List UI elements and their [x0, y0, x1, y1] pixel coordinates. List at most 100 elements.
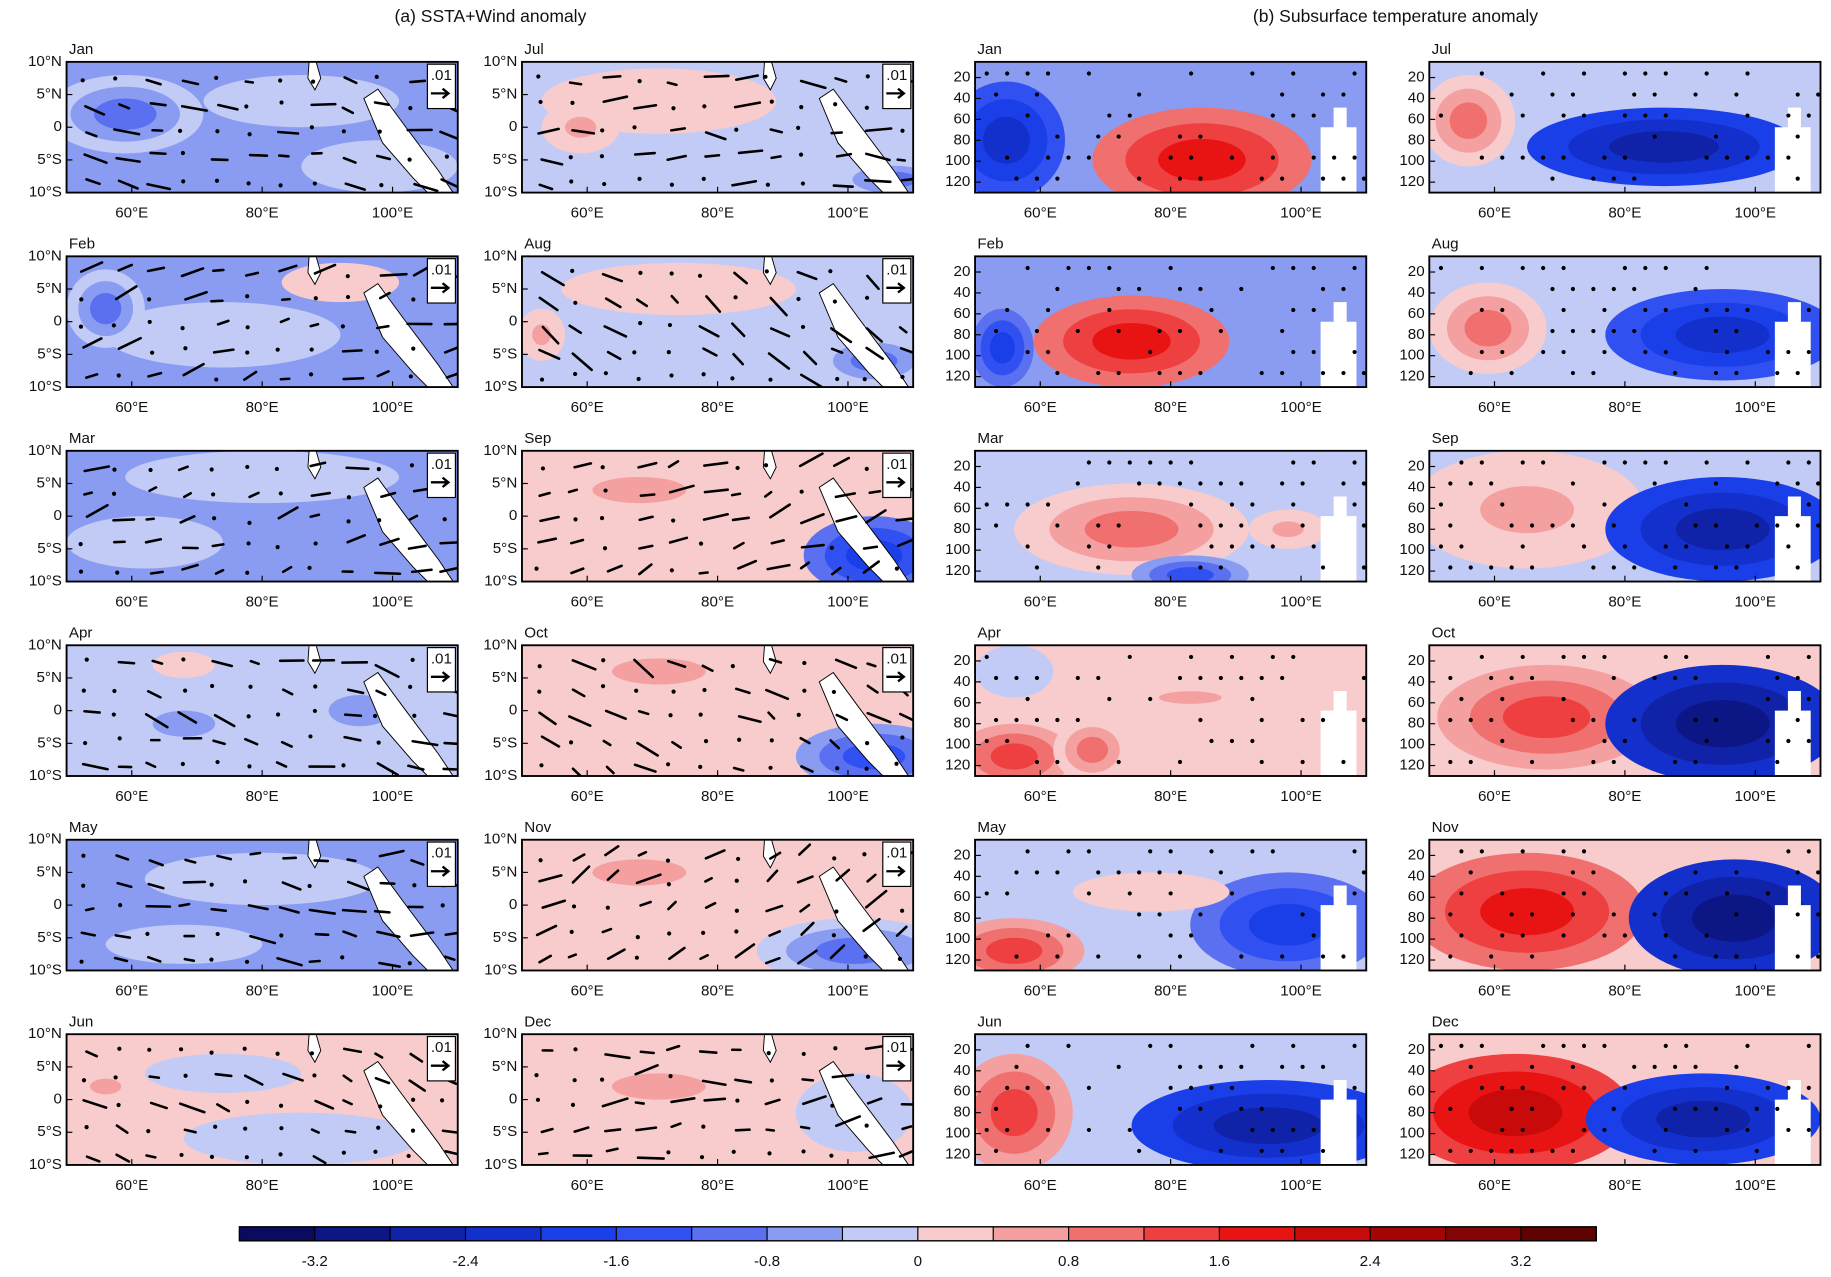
wind-vector [698, 571, 709, 575]
significance-dot [1311, 113, 1316, 118]
significance-dot [1034, 870, 1040, 875]
y-tick-label: 20 [1408, 263, 1425, 280]
x-tick-label: 100°E [827, 205, 868, 222]
significance-dot [993, 328, 999, 334]
significance-dot [1479, 849, 1484, 854]
significance-dot [1055, 286, 1060, 292]
x-tick-label: 60°E [1024, 205, 1057, 222]
colorbar-box [842, 1226, 918, 1241]
significance-dot [1300, 1064, 1305, 1069]
y-tick-label: 5°S [37, 1123, 62, 1140]
significance-dot [1529, 954, 1535, 959]
significance-dot [1188, 460, 1194, 465]
significance-dot [1570, 523, 1576, 528]
significance-dot [1673, 675, 1678, 681]
significance-dot [1229, 502, 1235, 507]
y-tick-label: 0 [53, 702, 61, 719]
significance-dot [900, 374, 905, 380]
significance-dot [1116, 286, 1121, 292]
significance-dot [1795, 481, 1800, 486]
significance-dot [376, 467, 381, 472]
y-tick-label: 80 [1408, 715, 1425, 732]
significance-dot [1806, 113, 1811, 118]
significance-dot [1188, 933, 1194, 938]
significance-dot [1500, 502, 1505, 507]
wind-vector [604, 845, 620, 857]
wind-vector [634, 1064, 659, 1076]
wind-vector [896, 158, 907, 162]
significance-dot [733, 295, 738, 300]
significance-dot [1520, 654, 1525, 660]
significance-dot [1034, 565, 1040, 570]
significance-dot [1198, 912, 1203, 917]
wind-vector [768, 658, 783, 664]
significance-dot [668, 1073, 673, 1079]
significance-dot [799, 105, 804, 110]
wind-vector [85, 1050, 99, 1058]
significance-dot [1581, 849, 1587, 854]
wind-vector [605, 765, 615, 775]
month-label: Nov [1432, 819, 1459, 836]
reference-arrow [886, 1060, 906, 1072]
wind-vector [439, 566, 458, 574]
significance-dot [569, 929, 574, 934]
wind-vector [601, 1097, 629, 1108]
significance-dot [730, 376, 735, 381]
y-tick-label: 120 [945, 757, 970, 774]
reference-label: .01 [886, 650, 907, 667]
wind-vector [834, 492, 857, 499]
significance-dot [1632, 1064, 1637, 1069]
significance-dot [1581, 1127, 1587, 1133]
wind-vector [703, 74, 730, 79]
wind-vector [115, 1153, 131, 1163]
y-tick-label: 10°N [483, 831, 517, 848]
y-tick-label: 5°S [493, 345, 518, 362]
y-tick-label: 20 [1408, 457, 1425, 474]
y-tick-label: 120 [945, 1145, 970, 1162]
wind-vector [538, 296, 559, 312]
significance-dot [1459, 849, 1464, 854]
significance-dot [1622, 265, 1627, 271]
wind-vector [249, 659, 260, 666]
significance-dot [1250, 71, 1255, 76]
panel-b-title: (b) Subsurface temperature anomaly [1253, 6, 1538, 26]
wind-vector [376, 930, 401, 939]
significance-dot [1250, 502, 1255, 507]
significance-dot [1734, 1064, 1739, 1069]
wind-vector [568, 324, 583, 335]
contour-fill [1272, 521, 1304, 538]
y-tick-label: 5°N [36, 474, 61, 491]
significance-dot [1459, 696, 1464, 702]
wind-vector [214, 568, 225, 575]
significance-dot [802, 660, 807, 666]
significance-dot [1188, 654, 1194, 660]
significance-dot [832, 299, 837, 304]
month-label: Sep [1432, 430, 1459, 447]
significance-dot [1693, 523, 1698, 528]
significance-dot [1025, 502, 1030, 507]
significance-dot [1107, 544, 1112, 549]
significance-dot [374, 74, 379, 79]
significance-dot [1806, 502, 1811, 507]
significance-dot [242, 1046, 247, 1051]
x-tick-label: 80°E [1608, 788, 1641, 805]
significance-dot [1663, 113, 1668, 118]
significance-dot [278, 1152, 283, 1157]
significance-dot [730, 664, 735, 669]
significance-dot [1643, 349, 1648, 355]
wind-vector [800, 921, 815, 936]
significance-dot [1055, 176, 1060, 181]
x-tick-label: 80°E [246, 205, 279, 222]
significance-dot [308, 734, 313, 739]
significance-dot [1806, 1085, 1811, 1091]
reference-box [882, 1035, 912, 1082]
significance-dot [1561, 933, 1566, 938]
wind-vector [802, 350, 818, 366]
x-tick-label: 100°E [1280, 205, 1321, 222]
wind-vector [146, 266, 166, 273]
wind-vector [862, 560, 881, 574]
significance-dot [1541, 1043, 1546, 1048]
significance-dot [734, 878, 739, 883]
significance-dot [862, 852, 867, 857]
x-tick-label: 80°E [1154, 399, 1187, 416]
